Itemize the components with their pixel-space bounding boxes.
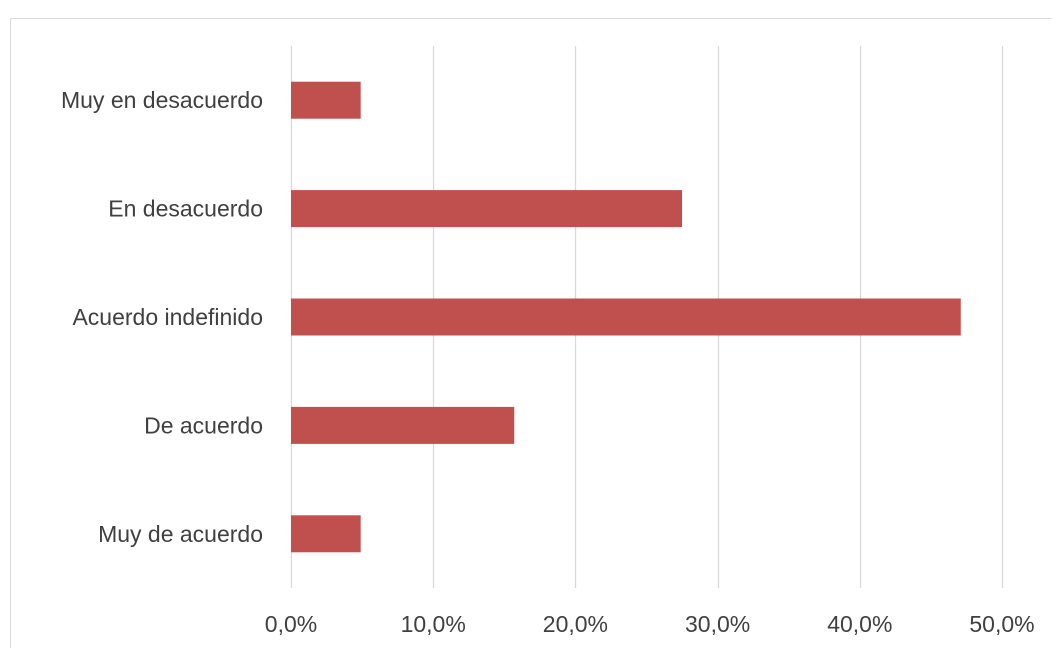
x-tick-label: 50,0%	[969, 611, 1034, 637]
bar	[291, 190, 683, 228]
x-tick-labels: 0,0% 10,0% 20,0% 30,0% 40,0% 50,0%	[265, 611, 1035, 637]
chart-frame	[10, 18, 1051, 648]
x-tick-label: 30,0%	[685, 611, 750, 637]
bar	[291, 406, 515, 444]
category-label: En desacuerdo	[108, 196, 263, 222]
category-label: Acuerdo indefinido	[72, 304, 263, 330]
bar	[291, 81, 361, 119]
bars	[291, 81, 961, 553]
bar	[291, 515, 361, 553]
category-labels: Muy en desacuerdo En desacuerdo Acuerdo in…	[61, 87, 263, 547]
category-label: Muy de acuerdo	[98, 521, 263, 547]
x-tick-label: 10,0%	[401, 611, 466, 637]
category-label: De acuerdo	[144, 412, 263, 438]
x-tick-label: 20,0%	[543, 611, 608, 637]
x-tick-label: 40,0%	[827, 611, 892, 637]
x-tick-label: 0,0%	[265, 611, 317, 637]
category-label: Muy en desacuerdo	[61, 87, 263, 113]
bar	[291, 298, 961, 336]
